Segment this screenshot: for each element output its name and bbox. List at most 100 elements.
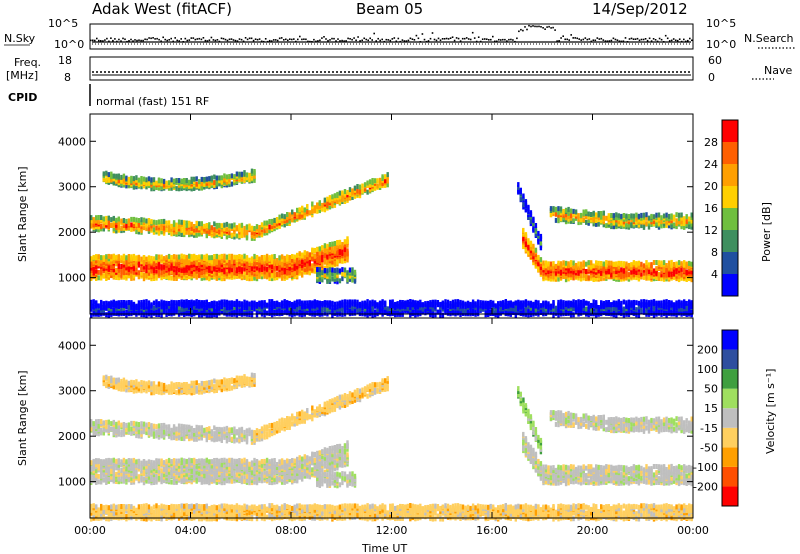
power-cell — [479, 300, 482, 306]
power-cell — [343, 239, 347, 245]
power-cell — [293, 274, 296, 280]
power-cell — [288, 218, 291, 224]
power-cell — [542, 263, 545, 269]
nsky-point — [146, 38, 148, 41]
nsky-point — [508, 38, 510, 41]
power-cell — [416, 300, 419, 306]
nsky-point — [297, 38, 299, 41]
power-cell — [110, 259, 113, 265]
power-cell — [627, 222, 631, 228]
nsky-point — [260, 40, 263, 43]
nsky-point — [230, 38, 233, 40]
power-cell — [278, 302, 281, 308]
power-cell — [260, 306, 264, 312]
power-cell — [321, 301, 324, 306]
power-cell — [610, 221, 613, 227]
power-cell — [620, 267, 623, 273]
power-cell — [331, 241, 334, 247]
power-cell — [122, 269, 126, 275]
power-cell — [444, 302, 447, 308]
power-cell — [142, 267, 146, 273]
power-cell — [95, 226, 98, 232]
power-cell — [296, 306, 299, 312]
nsky-point — [504, 38, 506, 41]
power-cell — [175, 227, 178, 233]
power-cell — [260, 310, 264, 316]
power-cell — [291, 257, 294, 263]
power-cell — [288, 258, 291, 264]
power-cell — [130, 267, 133, 273]
nsky-point — [636, 37, 639, 40]
power-cell — [243, 253, 246, 259]
nsky-point — [566, 38, 568, 41]
power-cell — [597, 260, 600, 266]
power-cell — [105, 177, 108, 183]
power-cell — [155, 299, 158, 305]
power-cell — [117, 254, 120, 260]
power-cell — [200, 256, 203, 262]
power-cell — [165, 227, 168, 233]
nsky-point — [453, 39, 456, 42]
power-cell — [331, 276, 334, 282]
power-cell — [677, 212, 681, 218]
power-cell — [188, 258, 191, 264]
power-cell — [683, 224, 686, 230]
power-cell — [137, 260, 141, 266]
power-cell — [268, 224, 271, 230]
power-cell — [203, 272, 206, 278]
power-cell — [263, 220, 266, 226]
nsky-point — [620, 40, 623, 43]
power-cell — [683, 221, 686, 226]
power-cell — [150, 272, 153, 278]
power-cell — [512, 301, 515, 307]
power-cell — [308, 260, 311, 266]
power-cell — [157, 264, 161, 269]
power-cell — [620, 218, 623, 224]
nsky-point — [602, 39, 605, 41]
power-cell — [195, 176, 198, 182]
power-cell — [273, 300, 276, 306]
power-cell — [539, 257, 543, 263]
power-cell — [544, 263, 548, 269]
power-cell — [100, 299, 103, 305]
power-cell — [391, 303, 394, 309]
power-cell — [346, 305, 349, 311]
power-cell — [230, 232, 234, 238]
nsky-point — [618, 40, 621, 42]
power-cell — [162, 178, 166, 184]
power-cell — [464, 301, 467, 307]
power-cell — [213, 221, 216, 227]
power-cell — [193, 224, 196, 229]
power-cell — [331, 305, 334, 311]
power-cell — [167, 180, 171, 186]
power-cell — [122, 218, 126, 223]
power-cell — [308, 303, 311, 309]
power-cell — [188, 229, 191, 235]
power-cell — [632, 260, 636, 266]
power-cell — [258, 256, 261, 262]
power-cell — [524, 239, 528, 245]
power-cell — [263, 230, 266, 236]
power-cell — [152, 259, 156, 265]
power-cell — [361, 300, 364, 306]
power-cell — [441, 312, 445, 318]
power-cell — [509, 300, 512, 306]
power-cell — [208, 302, 211, 307]
power-cell — [607, 267, 610, 273]
power-cell — [494, 307, 497, 313]
power-cell — [469, 301, 472, 307]
power-cell — [524, 242, 528, 248]
power-cell — [125, 262, 128, 268]
power-cell — [275, 300, 279, 306]
power-cell — [552, 206, 555, 212]
power-cell — [301, 252, 304, 258]
nsky-point — [552, 26, 554, 29]
power-cell — [378, 308, 382, 314]
power-cell — [620, 308, 623, 314]
power-cell — [265, 266, 269, 272]
power-cell — [172, 220, 176, 226]
power-cell — [554, 206, 558, 212]
power-cell — [170, 299, 173, 305]
nsky-point — [421, 33, 424, 35]
power-cell — [326, 203, 329, 209]
